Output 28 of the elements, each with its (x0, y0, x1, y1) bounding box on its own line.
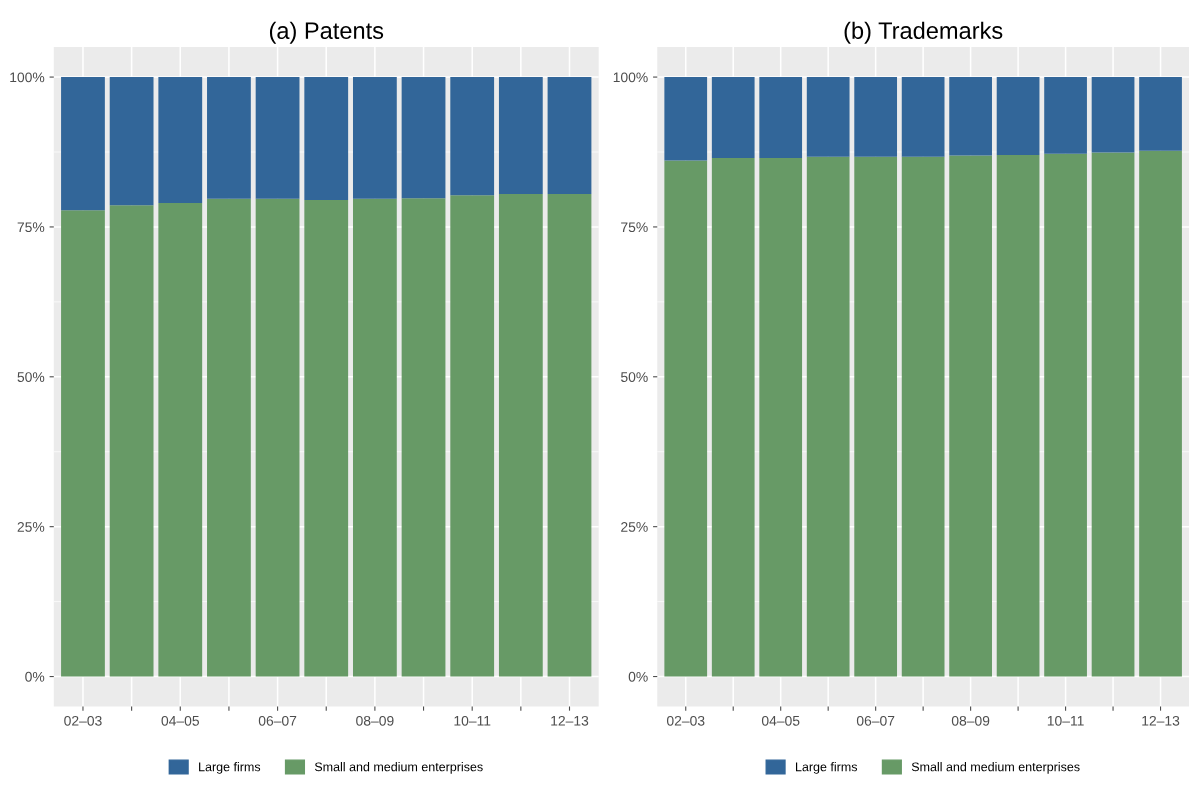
x-tick-label: 02–03 (64, 715, 102, 726)
y-tick-label: 25% (621, 522, 648, 532)
y-tick-label: 75% (621, 222, 648, 233)
x-tick-label: 06–07 (856, 715, 895, 726)
y-tick-label: 100% (613, 72, 648, 83)
y-tick-label: 0% (25, 671, 45, 682)
x-tick-label: 10–11 (1047, 715, 1084, 726)
x-tick-label: 12–13 (1142, 715, 1180, 726)
x-tick-label: 12–13 (551, 715, 589, 726)
x-tick-label: 10–11 (454, 715, 491, 726)
legend-label: Large firms (796, 762, 858, 774)
y-tick-label: 100% (10, 72, 45, 83)
y-tick-label: 0% (628, 671, 648, 682)
x-tick-label: 08–09 (356, 715, 394, 726)
legend-label: Small and medium enterprises (314, 762, 483, 774)
chart-title: (b) Trademarks (844, 21, 1003, 44)
y-tick-label: 75% (17, 222, 45, 233)
x-tick-label: 06–07 (258, 715, 297, 726)
y-tick-label: 25% (17, 522, 45, 532)
chart-title: (a) Patents (269, 21, 384, 44)
legend-label: Small and medium enterprises (911, 762, 1080, 774)
y-tick-label: 50% (620, 372, 648, 382)
legend-label: Large firms (199, 762, 261, 774)
x-tick-label: 02–03 (666, 715, 705, 726)
x-tick-label: 04–05 (161, 715, 199, 726)
x-tick-label: 04–05 (761, 715, 800, 726)
x-tick-label: 08–09 (951, 715, 990, 726)
y-tick-label: 50% (17, 372, 45, 382)
